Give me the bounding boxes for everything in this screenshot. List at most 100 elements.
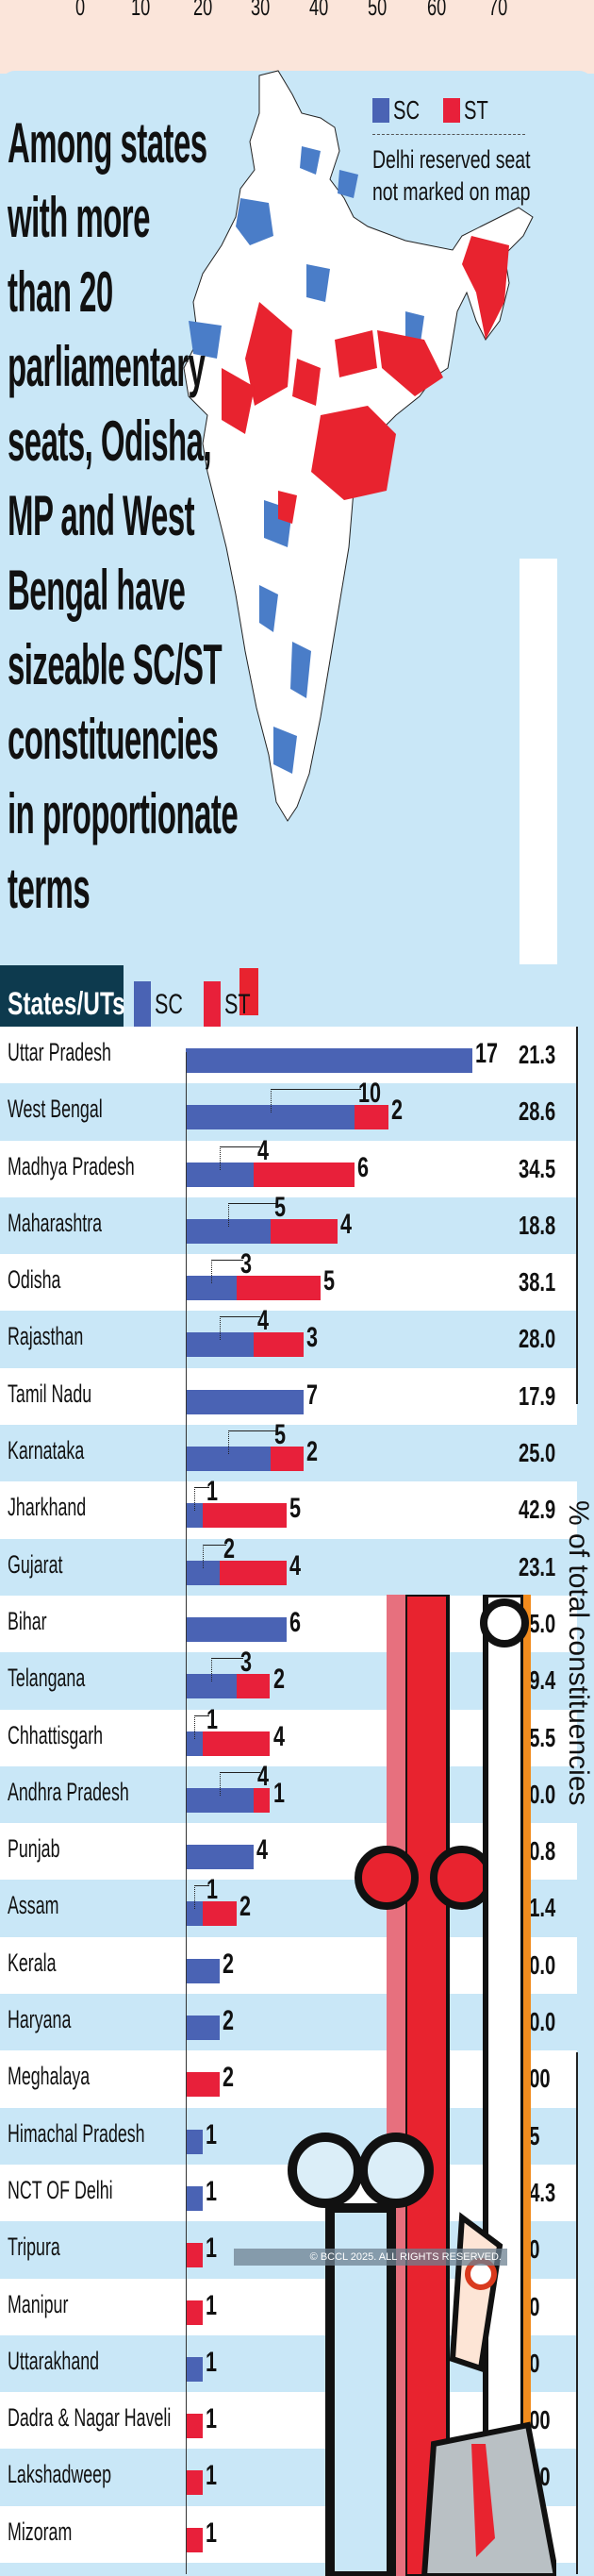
headline-line: parliamentary: [8, 335, 206, 398]
legend-sc-label: SC: [155, 989, 184, 1020]
sc-value-label: 7: [306, 1379, 319, 1411]
right-axis-label: % of total constituencies: [563, 1500, 594, 1806]
sc-leader-line: [219, 1316, 260, 1341]
bar-st: [355, 1105, 388, 1130]
bar-st: [253, 1162, 355, 1187]
st-value-label: 1: [205, 2403, 217, 2435]
india-map: [183, 70, 534, 822]
sc-value-label: 17: [475, 1038, 499, 1069]
percent-value: 18.8: [519, 1210, 556, 1240]
note-line-1: Delhi reserved seat: [372, 145, 531, 174]
sc-leader-line: [227, 1430, 277, 1455]
sc-swatch: [372, 98, 389, 123]
bar-axis-line: [186, 1052, 187, 2574]
percent-value: 28.6: [519, 1096, 556, 1127]
headline-line: sizeable SC/ST: [8, 633, 223, 696]
state-label: Lakshadweep: [8, 2460, 111, 2489]
bar-st: [186, 2243, 203, 2268]
headline-line: terms: [8, 857, 91, 920]
percent-value: 42.9: [519, 1495, 556, 1525]
state-label: Kerala: [8, 1948, 57, 1977]
top-axis-tick: 0: [75, 0, 86, 21]
cartoon-illustration: [288, 1595, 556, 2576]
table-row: Haryana 2 20.0: [0, 1994, 577, 2051]
st-value-label: 2: [390, 1095, 403, 1127]
note-line-2: not marked on map: [372, 177, 531, 206]
map-legend: SC ST: [372, 95, 492, 125]
top-axis-tick: 30: [251, 0, 271, 21]
st-value-label: 2: [272, 1664, 285, 1696]
andaman-inset: [520, 559, 557, 964]
bar-sc: [186, 1616, 288, 1642]
table-row: Chhattisgarh 1 4 45.5: [0, 1704, 577, 1766]
sc-value-label: 1: [206, 1703, 218, 1735]
state-label: Chhattisgarh: [8, 1720, 104, 1749]
sc-value-label: 10: [358, 1078, 382, 1110]
sc-leader-line: [270, 1089, 361, 1113]
table-row: Uttar Pradesh 17 21.3: [0, 1027, 577, 1084]
sc-leader-line: [219, 1146, 260, 1170]
st-value-label: 5: [289, 1493, 302, 1525]
sc-value-label: 1: [206, 1874, 218, 1906]
headline-line: Among states: [8, 111, 207, 175]
sc-value-label: 3: [239, 1248, 252, 1280]
headline-line: MP and West: [8, 484, 195, 547]
bar-st: [202, 1731, 271, 1756]
bar-sc: [186, 1503, 203, 1529]
top-axis-tick: 60: [427, 0, 447, 21]
sc-value-label: 2: [222, 1948, 234, 1980]
map-legend-sc: SC: [393, 95, 421, 125]
bar-st: [270, 1218, 338, 1244]
map-legend-st: ST: [463, 95, 488, 125]
state-label: Jharkhand: [8, 1493, 87, 1522]
delhi-note: Delhi reserved seat not marked on map: [372, 143, 530, 208]
state-label: Gujarat: [8, 1549, 63, 1579]
legend-st-label: ST: [223, 989, 251, 1020]
table-row: West Bengal 10 2 28.6: [0, 1078, 577, 1141]
st-regions: [222, 236, 509, 524]
headline-line: constituencies: [8, 708, 219, 771]
bar-sc: [186, 1901, 203, 1927]
sc-leader-line: [202, 1544, 226, 1568]
bar-sc: [186, 1048, 473, 1073]
sc-leader-line: [193, 1715, 209, 1739]
bar-sc: [186, 1958, 220, 1983]
bar-sc: [186, 2356, 203, 2382]
copyright-watermark: © BCCL 2025. ALL RIGHTS RESERVED.: [234, 2249, 507, 2266]
bar-st: [219, 1560, 288, 1585]
bar-sc: [186, 2016, 220, 2041]
sc-value-label: 1: [205, 2175, 217, 2207]
states-header-label: States/UTs: [8, 985, 125, 1022]
table-row: Rajasthan 4 3 28.0: [0, 1305, 577, 1368]
st-swatch: [442, 98, 460, 123]
bar-st: [253, 1332, 305, 1358]
sc-value-label: 4: [256, 1305, 269, 1337]
state-label: Rajasthan: [8, 1322, 84, 1351]
st-value-label: 1: [205, 2517, 217, 2549]
bar-st: [270, 1447, 305, 1472]
sc-value-label: 3: [239, 1647, 252, 1679]
table-row: Kerala 2 10.0: [0, 1936, 577, 1995]
bar-sc: [186, 1845, 254, 1870]
bar-st: [186, 2414, 203, 2439]
percent-value: 17.9: [519, 1380, 556, 1411]
right-axis-line: [576, 1027, 578, 1404]
st-value-label: 1: [205, 2289, 217, 2321]
legend-st-swatch: [203, 981, 221, 1029]
sc-leader-line: [210, 1260, 243, 1284]
st-value-label: 1: [205, 2460, 217, 2492]
st-value-label: 4: [289, 1549, 302, 1581]
state-label: Haryana: [8, 2005, 72, 2034]
state-label: Punjab: [8, 1834, 60, 1864]
sc-leader-line: [219, 1771, 260, 1796]
state-label: Odisha: [8, 1265, 61, 1295]
sc-value-label: 5: [273, 1191, 286, 1223]
table-row: Gujarat 2 4 23.1: [0, 1533, 577, 1596]
headline: Among states with more than 20 parliamentar…: [8, 106, 239, 926]
top-axis-tick: 40: [309, 0, 329, 21]
table-row: Maharashtra 5 4 18.8: [0, 1192, 577, 1255]
table-row: Punjab 4 30.8: [0, 1823, 577, 1881]
sc-leader-line: [193, 1885, 209, 1910]
state-label: Assam: [8, 1891, 59, 1920]
table-row: Himachal Pradesh125: [0, 2107, 577, 2165]
